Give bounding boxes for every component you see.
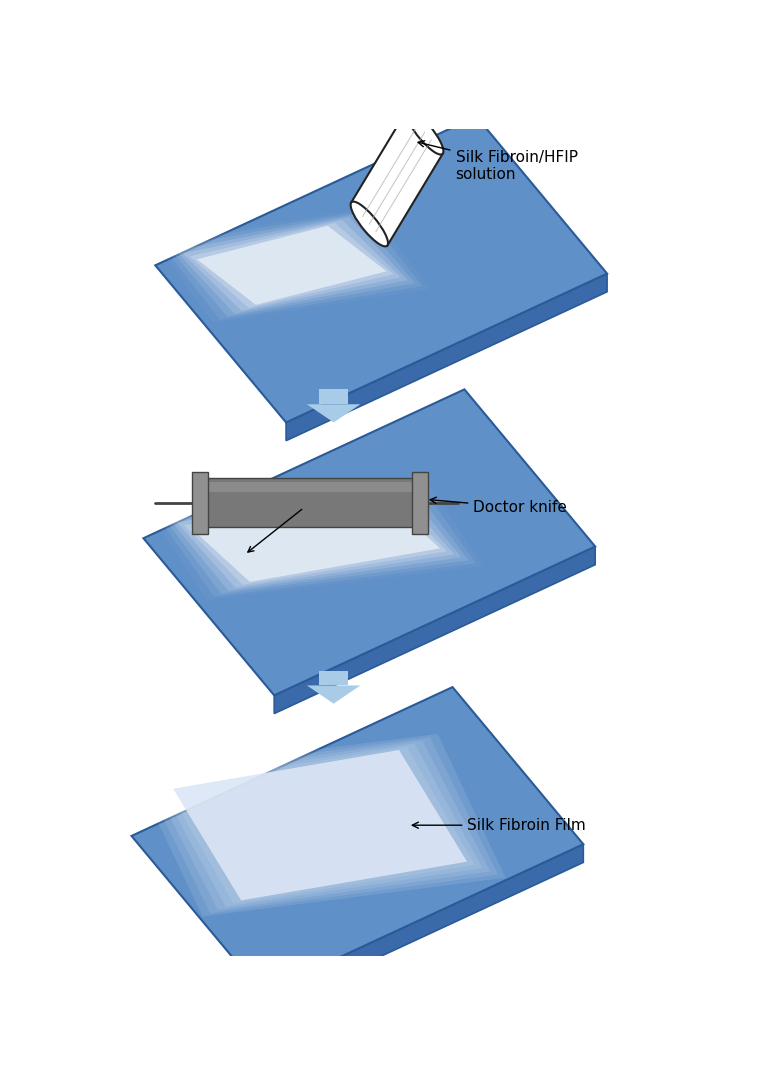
Polygon shape <box>200 478 420 527</box>
Polygon shape <box>161 211 422 320</box>
Polygon shape <box>191 495 440 582</box>
Polygon shape <box>158 743 482 906</box>
Polygon shape <box>193 471 208 534</box>
Polygon shape <box>189 223 393 308</box>
Polygon shape <box>183 220 401 310</box>
Text: Silk Fibroin/HFIP
solution: Silk Fibroin/HFIP solution <box>418 141 578 183</box>
Polygon shape <box>170 485 462 591</box>
Polygon shape <box>351 111 443 245</box>
Polygon shape <box>163 482 469 594</box>
Polygon shape <box>286 274 607 440</box>
Polygon shape <box>134 734 505 916</box>
Text: Silk Fibroin Film: Silk Fibroin Film <box>413 817 586 832</box>
Polygon shape <box>173 750 467 900</box>
Polygon shape <box>176 217 408 314</box>
Polygon shape <box>169 214 415 317</box>
Polygon shape <box>166 746 475 903</box>
Polygon shape <box>307 404 360 422</box>
Polygon shape <box>150 740 490 910</box>
Ellipse shape <box>406 110 443 155</box>
Polygon shape <box>176 489 454 587</box>
Polygon shape <box>184 492 447 585</box>
Text: Doctor knife: Doctor knife <box>430 497 568 516</box>
Polygon shape <box>319 390 348 404</box>
Polygon shape <box>155 480 476 597</box>
Polygon shape <box>200 481 420 492</box>
Polygon shape <box>143 390 595 695</box>
Polygon shape <box>262 844 584 1012</box>
Polygon shape <box>197 226 387 305</box>
Polygon shape <box>307 685 360 703</box>
Polygon shape <box>412 471 427 534</box>
Polygon shape <box>275 547 595 713</box>
Polygon shape <box>319 670 348 685</box>
Polygon shape <box>132 687 584 993</box>
Polygon shape <box>155 116 607 422</box>
Polygon shape <box>142 737 498 913</box>
Ellipse shape <box>351 202 388 246</box>
